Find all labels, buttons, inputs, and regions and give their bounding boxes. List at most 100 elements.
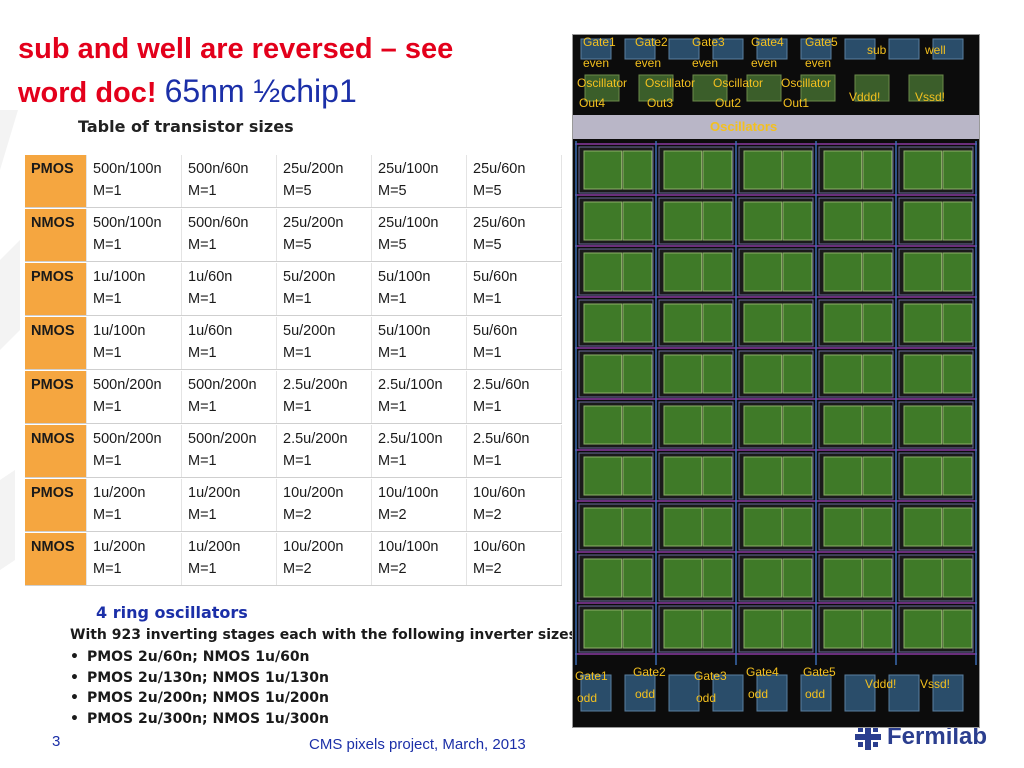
pixel-array bbox=[823, 303, 863, 343]
footer-text: CMS pixels project, March, 2013 bbox=[309, 736, 526, 753]
oscillator-list: PMOS 2u/60n; NMOS 1u/60n PMOS 2u/130n; N… bbox=[70, 647, 329, 729]
multiplier-value: M=1 bbox=[188, 183, 217, 199]
transistor-type: PMOS bbox=[25, 371, 87, 423]
multiplier-value: M=2 bbox=[473, 561, 502, 577]
pixel-array bbox=[583, 201, 623, 241]
even-label: even bbox=[692, 56, 719, 70]
pixel-array bbox=[743, 303, 783, 343]
pixel-array bbox=[702, 609, 733, 649]
pixel-array bbox=[903, 201, 943, 241]
size-cell: 25u/200n M=5 bbox=[277, 155, 372, 207]
size-value: 10u/200n bbox=[283, 485, 344, 501]
pixel-array bbox=[862, 507, 893, 547]
multiplier-value: M=1 bbox=[473, 291, 502, 307]
pixel-array bbox=[622, 303, 653, 343]
pixel-array bbox=[823, 405, 863, 445]
gate-label: Gate5 bbox=[805, 35, 838, 49]
size-cell: 1u/200n M=1 bbox=[87, 479, 182, 531]
gate-label: Gate1 bbox=[575, 669, 608, 683]
table-row: PMOS 1u/100n M=1 1u/60n M=1 5u/200n M=1 5u/100n… bbox=[25, 263, 562, 315]
pixel-array bbox=[743, 252, 783, 292]
bond-pad bbox=[668, 674, 700, 712]
bond-pad bbox=[844, 38, 876, 60]
size-cell: 2.5u/100n M=1 bbox=[372, 425, 467, 477]
pixel-array bbox=[823, 609, 863, 649]
size-value: 500n/200n bbox=[188, 431, 257, 447]
bond-pad bbox=[844, 674, 876, 712]
pixel-array bbox=[942, 201, 973, 241]
multiplier-value: M=1 bbox=[93, 183, 122, 199]
multiplier-value: M=1 bbox=[93, 237, 122, 253]
bond-pad bbox=[624, 674, 656, 712]
out-label: Out4 bbox=[579, 96, 606, 110]
gate-label: Gate2 bbox=[635, 35, 668, 49]
multiplier-value: M=1 bbox=[93, 399, 122, 415]
title-note: word doc! bbox=[18, 77, 157, 109]
size-value: 10u/100n bbox=[378, 485, 439, 501]
pixel-array bbox=[583, 150, 623, 190]
oscillator-heading: 4 ring oscillators bbox=[96, 603, 248, 622]
pixel-array bbox=[702, 507, 733, 547]
multiplier-value: M=1 bbox=[378, 291, 407, 307]
multiplier-value: M=1 bbox=[188, 399, 217, 415]
size-cell: 25u/60n M=5 bbox=[467, 155, 562, 207]
size-cell: 5u/200n M=1 bbox=[277, 317, 372, 369]
oscillator-label: Oscillator bbox=[577, 76, 628, 90]
size-value: 500n/60n bbox=[188, 161, 249, 177]
multiplier-value: M=1 bbox=[473, 453, 502, 469]
size-value: 2.5u/100n bbox=[378, 377, 443, 393]
multiplier-value: M=1 bbox=[473, 399, 502, 415]
pixel-array bbox=[823, 507, 863, 547]
list-item: PMOS 2u/130n; NMOS 1u/130n bbox=[70, 668, 329, 689]
size-value: 25u/200n bbox=[283, 215, 344, 231]
size-cell: 5u/60n M=1 bbox=[467, 317, 562, 369]
size-cell: 5u/60n M=1 bbox=[467, 263, 562, 315]
size-value: 500n/100n bbox=[93, 215, 162, 231]
pixel-array bbox=[862, 354, 893, 394]
size-value: 1u/100n bbox=[93, 323, 146, 339]
size-value: 25u/100n bbox=[378, 215, 439, 231]
pixel-array bbox=[743, 354, 783, 394]
size-cell: 5u/100n M=1 bbox=[372, 263, 467, 315]
multiplier-value: M=1 bbox=[188, 561, 217, 577]
table-row: NMOS 1u/200n M=1 1u/200n M=1 10u/200n M=2 10u/1… bbox=[25, 533, 562, 585]
multiplier-value: M=5 bbox=[378, 237, 407, 253]
size-value: 2.5u/60n bbox=[473, 431, 530, 447]
pixel-array bbox=[782, 507, 813, 547]
pixel-array bbox=[942, 558, 973, 598]
pixel-array bbox=[942, 252, 973, 292]
pixel-array bbox=[823, 150, 863, 190]
size-cell: 10u/200n M=2 bbox=[277, 479, 372, 531]
size-cell: 10u/100n M=2 bbox=[372, 533, 467, 585]
pixel-array bbox=[862, 150, 893, 190]
pixel-array bbox=[903, 507, 943, 547]
pixel-array bbox=[903, 405, 943, 445]
vssd-label: Vssd! bbox=[915, 90, 946, 104]
pixel-array bbox=[743, 558, 783, 598]
size-value: 500n/200n bbox=[93, 431, 162, 447]
multiplier-value: M=1 bbox=[93, 453, 122, 469]
size-cell: 500n/200n M=1 bbox=[182, 425, 277, 477]
pixel-array bbox=[903, 456, 943, 496]
size-cell: 1u/100n M=1 bbox=[87, 263, 182, 315]
sub-label: sub bbox=[867, 43, 887, 57]
size-cell: 500n/100n M=1 bbox=[87, 209, 182, 261]
pixel-array bbox=[622, 252, 653, 292]
odd-label: odd bbox=[748, 687, 769, 701]
pixel-array bbox=[702, 303, 733, 343]
transistor-type: NMOS bbox=[25, 317, 87, 369]
pixel-array bbox=[862, 405, 893, 445]
size-value: 25u/100n bbox=[378, 161, 439, 177]
pixel-array bbox=[903, 354, 943, 394]
pixel-array bbox=[583, 354, 623, 394]
multiplier-value: M=5 bbox=[283, 183, 312, 199]
multiplier-value: M=1 bbox=[473, 345, 502, 361]
well-label: well bbox=[925, 43, 946, 57]
odd-label: odd bbox=[696, 691, 717, 705]
size-cell: 10u/60n M=2 bbox=[467, 533, 562, 585]
pad-block bbox=[584, 74, 620, 102]
pixel-array bbox=[743, 609, 783, 649]
size-value: 25u/200n bbox=[283, 161, 344, 177]
pixel-array bbox=[823, 201, 863, 241]
multiplier-value: M=1 bbox=[378, 345, 407, 361]
